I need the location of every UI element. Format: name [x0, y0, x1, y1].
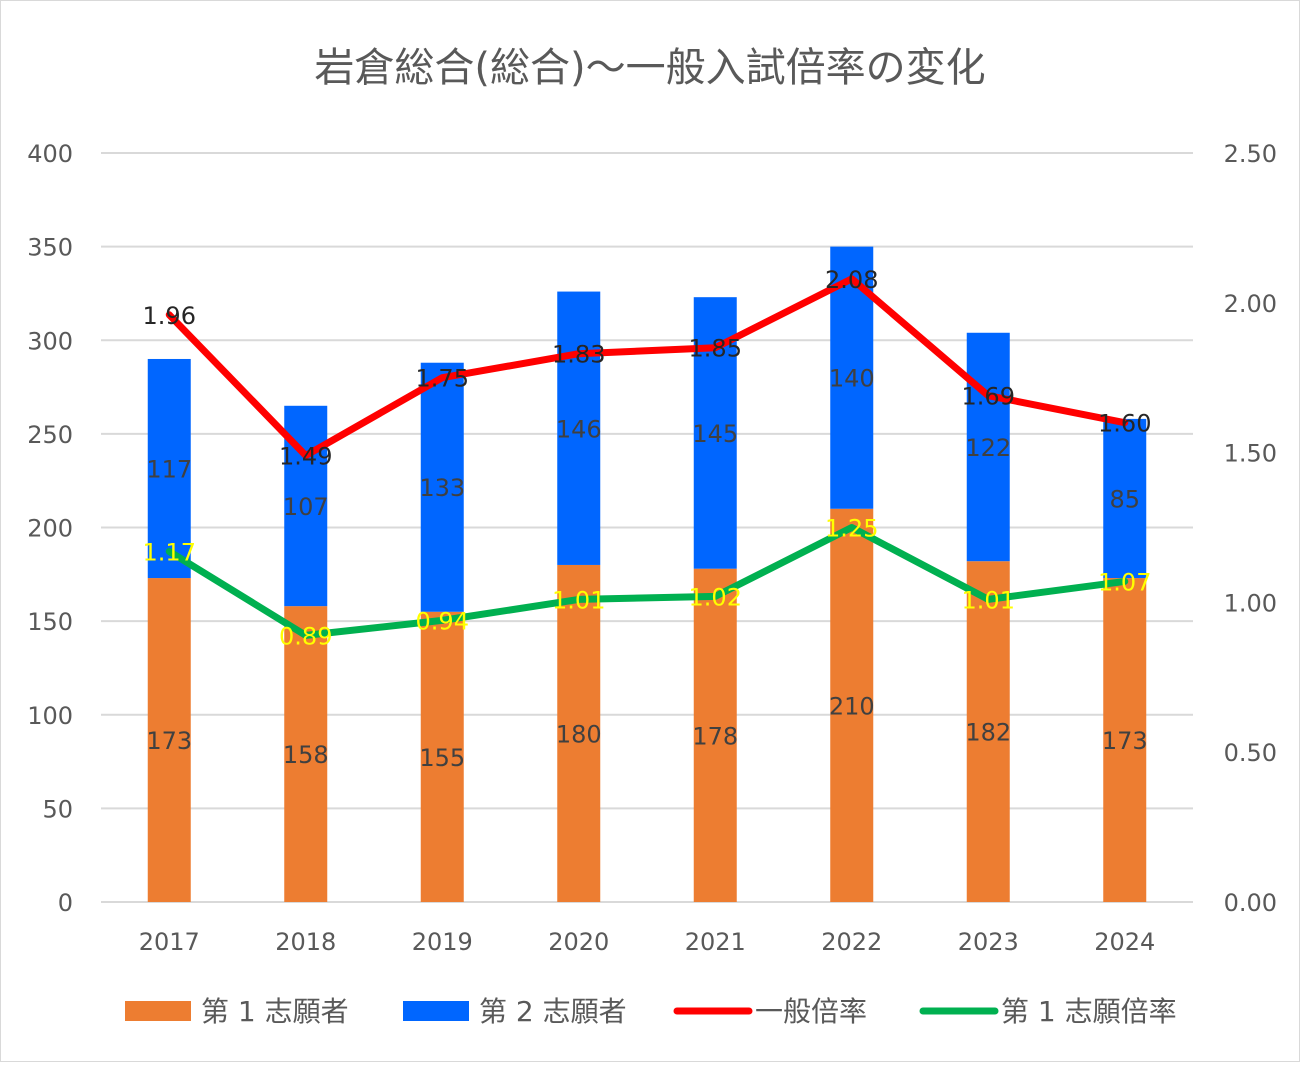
first-choice-rate-label: 1.01: [962, 586, 1015, 614]
legend-label: 第 1 志願者: [201, 995, 349, 1028]
left-tick-label: 350: [27, 234, 73, 262]
bar-first-choice-label: 182: [965, 719, 1011, 747]
category-label: 2021: [685, 928, 746, 956]
bar-second-choice-label: 140: [829, 365, 875, 393]
right-tick-label: 2.00: [1224, 290, 1277, 318]
bar-second-choice-label: 145: [692, 420, 738, 448]
left-tick-label: 400: [27, 140, 73, 168]
left-tick-label: 250: [27, 421, 73, 449]
category-label: 2020: [548, 928, 609, 956]
right-tick-label: 1.50: [1224, 440, 1277, 468]
first-choice-rate-label: 0.89: [279, 622, 332, 650]
left-tick-label: 150: [27, 608, 73, 636]
bar-first-choice-label: 155: [419, 744, 465, 772]
right-tick-label: 2.50: [1224, 140, 1277, 168]
category-label: 2023: [958, 928, 1019, 956]
left-axis-ticks: 0 50 100 150 200 250 300 350 400: [27, 140, 73, 917]
category-labels: 2017 2018 2019 2020 2021 2022 2023 2024: [139, 928, 1156, 956]
category-label: 2018: [275, 928, 336, 956]
first-choice-rate-label: 1.25: [825, 515, 878, 543]
bar-second-choice-label: 117: [146, 456, 192, 484]
first-choice-rate-label: 0.94: [416, 607, 469, 635]
first-choice-rate-label: 1.01: [552, 586, 605, 614]
right-axis-ticks: 0.00 0.50 1.00 1.50 2.00 2.50: [1224, 140, 1277, 917]
left-tick-label: 100: [27, 702, 73, 730]
first-choice-rate-label: 1.17: [143, 538, 196, 566]
bar-first-choice-label: 180: [556, 720, 602, 748]
bar-second-choice-label: 85: [1109, 485, 1140, 513]
legend-label: 第 1 志願倍率: [1001, 995, 1177, 1028]
left-tick-label: 200: [27, 515, 73, 543]
right-tick-label: 0.00: [1224, 889, 1277, 917]
general-rate-label: 1.49: [279, 443, 332, 471]
bar-first-choice-label: 178: [692, 722, 738, 750]
left-tick-label: 300: [27, 327, 73, 355]
gridlines: [101, 153, 1193, 902]
general-rate-label: 2.08: [825, 266, 878, 294]
bar-first-choice-label: 173: [146, 727, 192, 755]
category-label: 2024: [1094, 928, 1155, 956]
legend-swatch: [125, 1001, 191, 1021]
left-tick-label: 50: [42, 795, 73, 823]
bar-first-choice-label: 158: [283, 741, 329, 769]
left-tick-label: 0: [58, 889, 73, 917]
bar-first-choice-label: 210: [829, 692, 875, 720]
chart-title: 岩倉総合(総合)〜一般入試倍率の変化: [314, 45, 985, 91]
general-rate-label: 1.75: [416, 365, 469, 393]
right-tick-label: 0.50: [1224, 739, 1277, 767]
bar-second-choice-label: 107: [283, 493, 329, 521]
general-rate-label: 1.83: [552, 341, 605, 369]
legend-label: 第 2 志願者: [479, 995, 627, 1028]
general-rate-label: 1.85: [689, 335, 742, 363]
bar-first-choice-label: 173: [1102, 727, 1148, 755]
bars: [148, 247, 1147, 902]
first-choice-rate-label: 1.02: [689, 583, 742, 611]
category-label: 2019: [412, 928, 473, 956]
category-label: 2022: [821, 928, 882, 956]
right-tick-label: 1.00: [1224, 589, 1277, 617]
general-rate-label: 1.96: [143, 302, 196, 330]
general-rate-label: 1.60: [1098, 410, 1151, 438]
first-choice-rate-label: 1.07: [1098, 568, 1151, 596]
legend-swatch: [403, 1001, 469, 1021]
category-label: 2017: [139, 928, 200, 956]
general-rate-label: 1.69: [962, 383, 1015, 411]
legend-label: 一般倍率: [755, 995, 867, 1028]
legend: 第 1 志願者 第 2 志願者 一般倍率 第 1 志願倍率: [125, 995, 1177, 1028]
bar-second-choice-label: 146: [556, 415, 602, 443]
bar-second-choice-label: 133: [419, 474, 465, 502]
bar-second-choice-label: 122: [965, 434, 1011, 462]
